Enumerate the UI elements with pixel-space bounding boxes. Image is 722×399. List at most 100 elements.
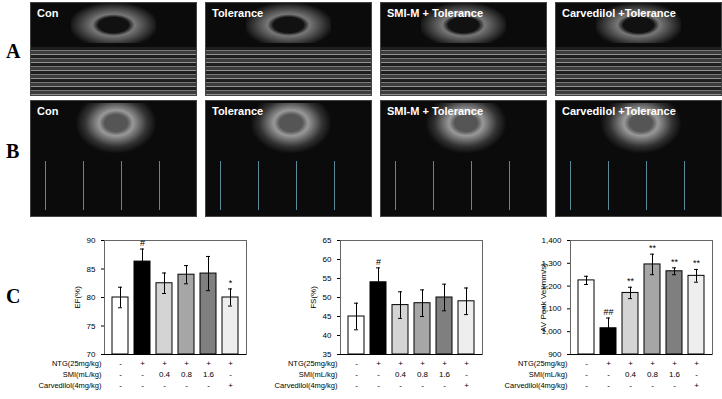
- svg-text:+: +: [140, 359, 145, 368]
- svg-text:80: 80: [87, 293, 96, 302]
- svg-text:0.4: 0.4: [395, 370, 407, 379]
- svg-text:-: -: [377, 370, 380, 379]
- svg-text:SMI(mL/kg): SMI(mL/kg): [529, 370, 568, 379]
- svg-text:+: +: [442, 359, 447, 368]
- svg-text:-: -: [355, 359, 358, 368]
- html-text:Carvedilol +Tolerance: Carvedilol +Tolerance: [562, 105, 676, 117]
- svg-text:-: -: [695, 370, 698, 379]
- svg-text:0.8: 0.8: [181, 370, 193, 379]
- html-text:SMI-M + Tolerance: SMI-M + Tolerance: [387, 7, 484, 19]
- svg-text:1,000: 1,000: [541, 327, 562, 337]
- svg-text:**: **: [627, 276, 635, 286]
- svg-text:+: +: [376, 359, 381, 368]
- html-text:Tolerance: Tolerance: [212, 7, 264, 19]
- svg-text:70: 70: [86, 350, 96, 360]
- svg-text:+: +: [398, 359, 403, 368]
- svg-text:FS(%): FS(%): [309, 286, 318, 309]
- svg-text:+: +: [694, 381, 699, 390]
- svg-text:AV Peak Vel(mm/s): AV Peak Vel(mm/s): [539, 263, 548, 332]
- svg-text:NTG(25mg/kg): NTG(25mg/kg): [518, 359, 568, 368]
- svg-text:-: -: [421, 381, 424, 390]
- svg-text:-: -: [629, 381, 632, 390]
- svg-text:+: +: [420, 359, 425, 368]
- svg-text:0.8: 0.8: [647, 370, 659, 379]
- svg-text:40: 40: [323, 331, 332, 340]
- html-text:SMI-M + Tolerance: SMI-M + Tolerance: [387, 105, 484, 117]
- svg-text:##: ##: [603, 307, 613, 317]
- svg-text:-: -: [355, 381, 358, 390]
- svg-text:+: +: [650, 359, 655, 368]
- svg-text:+: +: [464, 381, 469, 390]
- svg-text:65: 65: [323, 236, 332, 245]
- svg-text:-: -: [141, 381, 144, 390]
- svg-text:-: -: [607, 381, 610, 390]
- svg-text:-: -: [607, 370, 610, 379]
- svg-text:900: 900: [548, 350, 562, 360]
- svg-text:-: -: [141, 370, 144, 379]
- html-text:Carvedilol +Tolerance: Carvedilol +Tolerance: [562, 7, 676, 19]
- svg-text:-: -: [585, 370, 588, 379]
- svg-text:#: #: [140, 238, 145, 248]
- svg-text:-: -: [355, 370, 358, 379]
- svg-text:+: +: [672, 359, 677, 368]
- svg-text:60: 60: [323, 255, 332, 264]
- html-text:A: A: [6, 40, 21, 62]
- svg-text:1,400: 1,400: [541, 236, 562, 245]
- svg-text:+: +: [162, 359, 167, 368]
- svg-text:1.6: 1.6: [203, 370, 215, 379]
- svg-text:+: +: [606, 359, 611, 368]
- svg-text:+: +: [628, 359, 633, 368]
- svg-text:90: 90: [87, 236, 96, 245]
- svg-text:0.4: 0.4: [159, 370, 171, 379]
- svg-text:**: **: [671, 257, 679, 267]
- svg-text:Carvedilol(4mg/kg): Carvedilol(4mg/kg): [275, 381, 338, 390]
- html-text:C: C: [6, 285, 21, 307]
- svg-text:*: *: [229, 278, 233, 288]
- html-text:Tolerance: Tolerance: [212, 105, 264, 117]
- svg-text:35: 35: [322, 350, 332, 360]
- svg-text:0.4: 0.4: [625, 370, 637, 379]
- svg-text:+: +: [184, 359, 189, 368]
- svg-text:55: 55: [323, 274, 332, 283]
- svg-text:-: -: [119, 370, 122, 379]
- html-text:Con: Con: [37, 105, 59, 117]
- svg-text:45: 45: [323, 312, 332, 321]
- svg-text:-: -: [163, 381, 166, 390]
- svg-text:Carvedilol(4mg/kg): Carvedilol(4mg/kg): [39, 381, 102, 390]
- svg-text:+: +: [694, 359, 699, 368]
- svg-text:+: +: [464, 359, 469, 368]
- svg-text:-: -: [229, 370, 232, 379]
- svg-text:-: -: [673, 381, 676, 390]
- svg-text:-: -: [185, 381, 188, 390]
- svg-text:85: 85: [87, 265, 96, 274]
- svg-text:-: -: [585, 359, 588, 368]
- svg-text:**: **: [649, 243, 657, 253]
- svg-text:-: -: [399, 381, 402, 390]
- svg-text:+: +: [206, 359, 211, 368]
- svg-text:SMI(mL/kg): SMI(mL/kg): [63, 370, 102, 379]
- svg-text:-: -: [119, 359, 122, 368]
- svg-text:-: -: [119, 381, 122, 390]
- svg-text:SMI(mL/kg): SMI(mL/kg): [299, 370, 338, 379]
- svg-text:+: +: [228, 381, 233, 390]
- svg-text:#: #: [376, 257, 381, 267]
- html-text:Con: Con: [37, 7, 59, 19]
- svg-text:EF(%): EF(%): [73, 286, 82, 309]
- svg-text:50: 50: [323, 293, 332, 302]
- svg-text:-: -: [207, 381, 210, 390]
- svg-text:Carvedilol(4mg/kg): Carvedilol(4mg/kg): [505, 381, 568, 390]
- svg-text:+: +: [228, 359, 233, 368]
- svg-text:-: -: [651, 381, 654, 390]
- svg-text:75: 75: [87, 322, 96, 331]
- svg-text:0.8: 0.8: [417, 370, 429, 379]
- svg-text:1.6: 1.6: [439, 370, 451, 379]
- svg-text:-: -: [377, 381, 380, 390]
- svg-text:-: -: [585, 381, 588, 390]
- svg-text:-: -: [465, 370, 468, 379]
- svg-text:**: **: [693, 258, 701, 268]
- svg-text:-: -: [443, 381, 446, 390]
- html-text:B: B: [6, 140, 20, 162]
- svg-text:NTG(25mg/kg): NTG(25mg/kg): [52, 359, 102, 368]
- svg-text:1.6: 1.6: [669, 370, 681, 379]
- svg-text:NTG(25mg/kg): NTG(25mg/kg): [288, 359, 338, 368]
